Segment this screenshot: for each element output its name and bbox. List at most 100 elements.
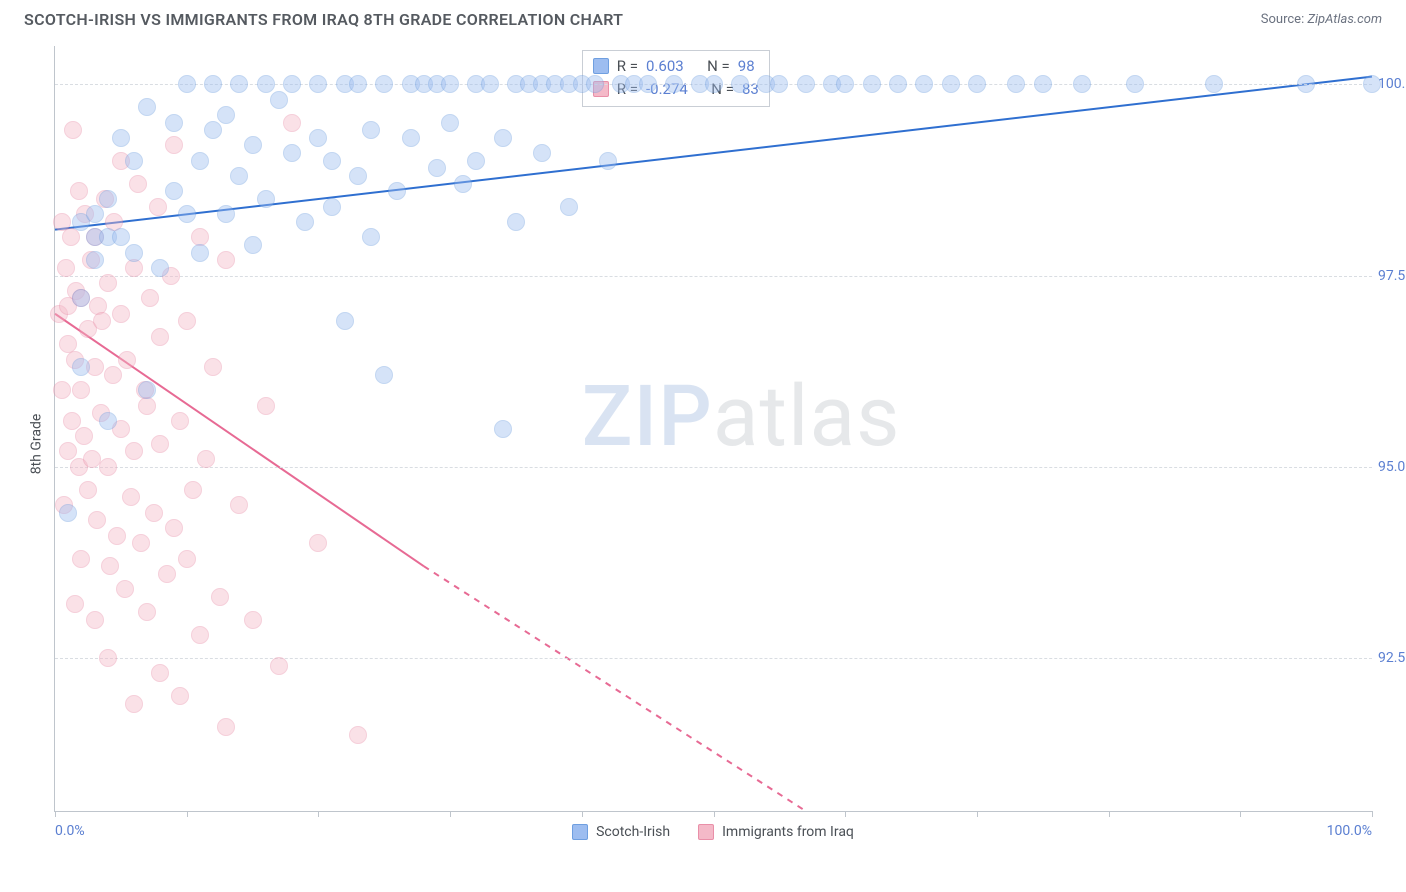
point-blue: [467, 152, 485, 170]
point-blue: [797, 75, 815, 93]
x-tick: [187, 811, 188, 817]
point-pink: [122, 488, 140, 506]
point-blue: [283, 75, 301, 93]
x-tick: [1109, 811, 1110, 817]
point-blue: [494, 420, 512, 438]
point-pink: [151, 435, 169, 453]
point-blue: [112, 129, 130, 147]
point-pink: [132, 534, 150, 552]
trend-line: [424, 566, 806, 811]
point-pink: [211, 588, 229, 606]
point-pink: [204, 358, 222, 376]
point-blue: [86, 251, 104, 269]
point-blue: [125, 244, 143, 262]
point-blue: [217, 106, 235, 124]
point-pink: [191, 626, 209, 644]
point-blue: [889, 75, 907, 93]
point-blue: [968, 75, 986, 93]
point-pink: [104, 366, 122, 384]
point-blue: [362, 228, 380, 246]
y-axis-label: 8th Grade: [28, 414, 44, 475]
legend-item-pink: Immigrants from Iraq: [698, 824, 854, 840]
point-blue: [217, 205, 235, 223]
plot-region: ZIPatlas R = 0.603 N = 98 R = -0.274 N =…: [54, 46, 1372, 812]
point-pink: [283, 114, 301, 132]
point-pink: [64, 121, 82, 139]
swatch-blue: [593, 58, 609, 74]
point-pink: [66, 595, 84, 613]
point-blue: [204, 121, 222, 139]
point-blue: [178, 205, 196, 223]
point-pink: [138, 603, 156, 621]
point-blue: [112, 228, 130, 246]
legend-label-pink: Immigrants from Iraq: [722, 824, 854, 840]
point-blue: [863, 75, 881, 93]
point-pink: [88, 511, 106, 529]
point-pink: [171, 412, 189, 430]
point-pink: [165, 519, 183, 537]
x-tick: [1372, 811, 1373, 817]
point-pink: [99, 458, 117, 476]
point-pink: [309, 534, 327, 552]
point-pink: [72, 550, 90, 568]
chart-title: SCOTCH-IRISH VS IMMIGRANTS FROM IRAQ 8TH…: [24, 10, 623, 29]
series-legend: Scotch-Irish Immigrants from Iraq: [40, 824, 1386, 840]
x-tick: [845, 811, 846, 817]
point-blue: [441, 114, 459, 132]
point-blue: [151, 259, 169, 277]
point-blue: [270, 91, 288, 109]
point-blue: [257, 190, 275, 208]
x-tick: [977, 811, 978, 817]
watermark-zip: ZIP: [582, 367, 713, 466]
point-pink: [129, 175, 147, 193]
point-blue: [309, 129, 327, 147]
source-attribution: Source: ZipAtlas.com: [1261, 12, 1382, 27]
point-blue: [942, 75, 960, 93]
point-blue: [1126, 75, 1144, 93]
point-blue: [441, 75, 459, 93]
point-pink: [141, 289, 159, 307]
point-pink: [151, 328, 169, 346]
point-blue: [257, 75, 275, 93]
gridline: [55, 276, 1372, 277]
point-blue: [1007, 75, 1025, 93]
point-pink: [217, 251, 235, 269]
point-blue: [375, 366, 393, 384]
point-pink: [184, 481, 202, 499]
point-blue: [388, 182, 406, 200]
point-pink: [86, 611, 104, 629]
point-blue: [599, 152, 617, 170]
point-blue: [1073, 75, 1091, 93]
point-blue: [165, 114, 183, 132]
point-blue: [296, 213, 314, 231]
point-blue: [915, 75, 933, 93]
point-pink: [112, 305, 130, 323]
point-pink: [72, 381, 90, 399]
r-value-blue: 0.603: [646, 55, 684, 78]
point-blue: [230, 167, 248, 185]
point-blue: [165, 182, 183, 200]
point-pink: [349, 726, 367, 744]
point-blue: [72, 289, 90, 307]
point-blue: [1297, 75, 1315, 93]
point-pink: [79, 481, 97, 499]
point-pink: [101, 557, 119, 575]
point-blue: [99, 412, 117, 430]
point-pink: [125, 695, 143, 713]
point-pink: [165, 136, 183, 154]
swatch-pink: [698, 824, 714, 840]
trend-lines: [55, 46, 1372, 811]
chart-area: 8th Grade ZIPatlas R = 0.603 N = 98 R = …: [40, 46, 1386, 842]
point-pink: [270, 657, 288, 675]
point-pink: [118, 351, 136, 369]
x-tick: [1240, 811, 1241, 817]
point-blue: [454, 175, 472, 193]
x-tick: [55, 811, 56, 817]
point-blue: [191, 152, 209, 170]
point-blue: [230, 75, 248, 93]
point-pink: [108, 527, 126, 545]
point-pink: [75, 427, 93, 445]
point-blue: [494, 129, 512, 147]
point-blue: [138, 98, 156, 116]
point-blue: [349, 75, 367, 93]
